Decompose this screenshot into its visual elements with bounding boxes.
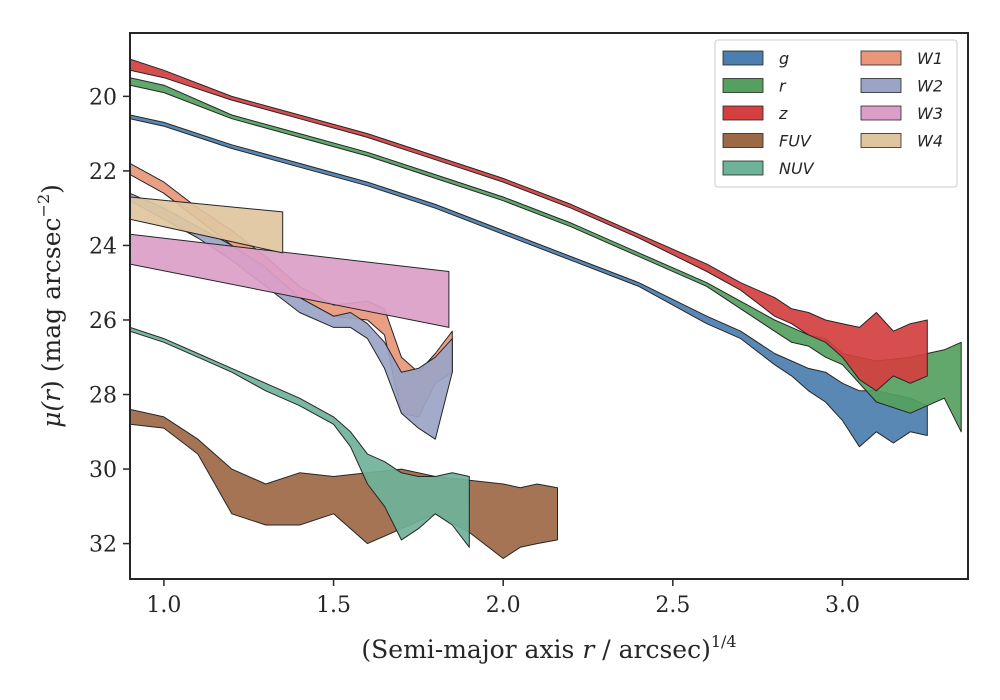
legend-label-w3: W3 [917,104,943,123]
y-tick-label: 26 [89,309,117,334]
legend-swatch-w2 [860,78,902,93]
legend-swatch-g [722,50,764,66]
y-axis-label-sup: −2 [34,194,53,218]
legend-items: grz FUV NUV W1 W2 W3 W4 [722,49,943,178]
y-tick-label: 22 [89,160,117,185]
x-tick-label: 1.0 [146,593,181,618]
legend-label-r: r [779,77,787,96]
legend-label-z: z [778,104,788,123]
legend-swatch-z [722,105,764,121]
band-g [130,114,928,448]
band-r [130,77,962,433]
y-axis-label: μ(r) (mag arcsec−2) [34,184,66,428]
band-nuv [130,326,470,548]
y-axis-ticks: 20 22 24 26 28 30 32 [89,85,130,558]
series-layer [130,58,962,559]
legend-frame [714,39,958,188]
x-axis-label-sup: 1/4 [711,632,737,651]
legend-swatch-w1 [860,50,902,66]
legend-label-fuv: FUV [779,132,812,151]
legend-label-w2: W2 [917,77,943,96]
legend-swatch-w4 [860,133,902,148]
y-axis-label-end: ) [37,184,66,194]
y-tick-label: 30 [89,458,117,483]
x-tick-label: 2.0 [486,593,521,618]
x-tick-label: 1.5 [316,593,351,618]
y-axis-label-mid: ) (mag arcsec [37,217,66,390]
band-w3 [130,233,450,328]
x-tick-label: 3.0 [825,593,860,618]
x-axis-label-pre: (Semi-major axis [361,635,582,664]
legend-label-nuv: NUV [779,159,815,178]
x-axis-label-var: r [582,635,596,664]
x-axis-label-post: / arcsec) [594,635,711,664]
x-tick-label: 2.5 [655,593,690,618]
y-tick-label: 28 [89,384,117,409]
x-axis-label: (Semi-major axis r / arcsec)1/4 [361,632,736,664]
legend-swatch-fuv [722,133,764,148]
y-axis-label-var: r [37,388,66,402]
band-w4 [130,196,284,254]
y-tick-label: 32 [89,533,117,558]
legend-swatch-w3 [860,105,902,121]
legend-label-w4: W4 [917,132,943,151]
legend: grz FUV NUV W1 W2 W3 W4 [714,39,958,188]
legend-swatch-nuv [722,160,764,176]
y-tick-label: 24 [89,234,117,259]
legend-label-g: g [779,49,789,68]
y-axis-label-mu: μ( [37,401,66,428]
x-axis-ticks: 1.0 1.5 2.0 2.5 3.0 [146,579,860,618]
legend-swatch-r [722,78,764,93]
legend-label-w1: W1 [917,49,943,68]
y-tick-label: 20 [89,85,117,110]
band-z [130,58,928,392]
plot-frame [129,32,969,580]
